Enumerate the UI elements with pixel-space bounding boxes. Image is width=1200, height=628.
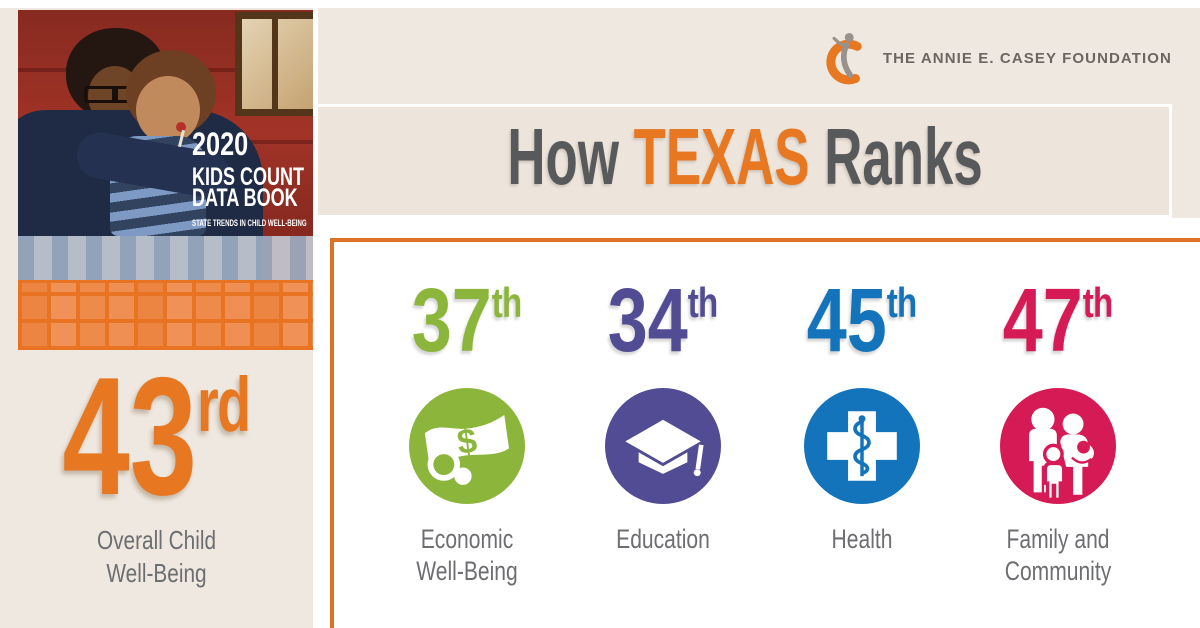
health-label: Health xyxy=(831,524,893,554)
book-tagline: STATE TRENDS IN CHILD WELL-BEING xyxy=(192,217,307,228)
title-band xyxy=(318,104,1172,218)
medical-cross-icon xyxy=(804,388,920,504)
foundation-name: THE ANNIE E. CASEY FOUNDATION xyxy=(882,49,1172,67)
svg-text:$: $ xyxy=(455,421,480,462)
bedding xyxy=(18,236,313,282)
economic-rank-number: 37th xyxy=(412,271,523,371)
overall-rank-label: Overall Child Well-Being xyxy=(96,525,217,589)
title-pre: How xyxy=(507,112,619,201)
younger-boy-face xyxy=(136,76,200,144)
overall-ordinal-suffix: rd xyxy=(197,361,251,448)
health-rank-number: 45th xyxy=(807,271,918,371)
overall-number: 43 xyxy=(62,342,198,530)
education-label: Education xyxy=(616,524,710,554)
casey-foundation-icon xyxy=(826,33,862,85)
data-book-cover: 2020 KIDS COUNT DATA BOOK STATE TRENDS I… xyxy=(18,10,313,350)
title-post: Ranks xyxy=(824,112,983,201)
education-rank-number: 34th xyxy=(608,271,719,371)
graduation-cap-icon xyxy=(605,388,721,504)
book-year: 2020 xyxy=(192,126,249,162)
window xyxy=(235,12,313,116)
book-cover-text: 2020 KIDS COUNT DATA BOOK STATE TRENDS I… xyxy=(192,128,313,228)
category-education: 34th Education xyxy=(563,276,763,556)
overall-rank-block: 43rd Overall Child Well-Being xyxy=(0,352,313,591)
overall-rank-number: 43rd xyxy=(63,352,252,520)
foundation-logo: THE ANNIE E. CASEY FOUNDATION xyxy=(818,28,1172,88)
book-title-line1: KIDS COUNT xyxy=(192,163,305,191)
money-icon: $ xyxy=(409,388,525,504)
category-family-community: 47th Family and Community xyxy=(958,276,1158,588)
window-frame-bar xyxy=(272,19,278,109)
family-rank-number: 47th xyxy=(1003,271,1114,371)
page-title: How TEXAS Ranks xyxy=(318,117,1172,197)
title-state: TEXAS xyxy=(633,112,810,201)
economic-label: Economic Well-Being xyxy=(416,524,518,586)
book-cover-photo xyxy=(18,10,313,282)
category-health: 45th Health xyxy=(762,276,962,556)
book-title-line2: DATA BOOK xyxy=(192,184,298,213)
lollipop xyxy=(176,122,186,132)
family-icon xyxy=(1000,388,1116,504)
family-label: Family and Community xyxy=(1004,524,1112,586)
category-economic-well-being: 37th $ Economic Well-Being xyxy=(367,276,567,588)
orange-checker-pattern xyxy=(18,280,313,350)
